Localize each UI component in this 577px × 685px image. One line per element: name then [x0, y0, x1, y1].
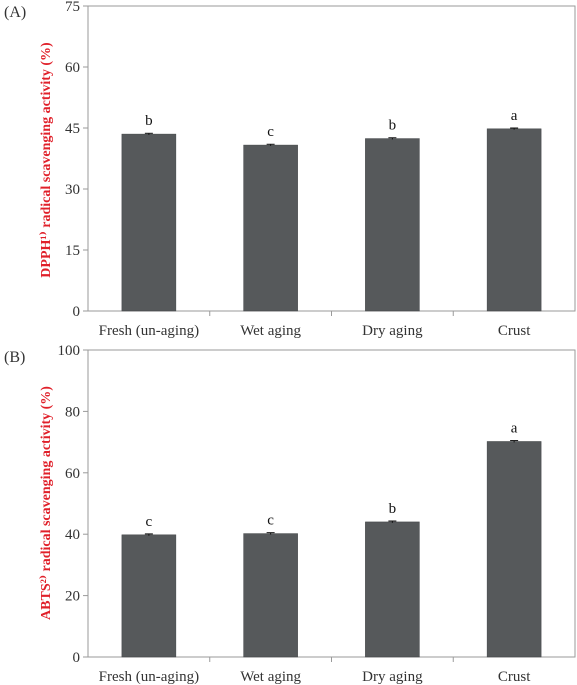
significance-label-b-1: c: [146, 514, 153, 530]
significance-label-b-3: b: [389, 501, 397, 517]
chart-panel-a: (A) DPPH¹⁾ radical scavenging activity (…: [4, 0, 576, 339]
y-tick-label-b: 20: [65, 589, 80, 605]
y-axis-label-a: DPPH¹⁾ radical scavenging activity (%): [39, 42, 54, 278]
y-axis-label-b: ABTS²⁾ radical scavenging activity (%): [39, 386, 54, 620]
y-tick-label-a: 45: [65, 121, 80, 137]
y-tick-label-b: 40: [65, 527, 80, 543]
category-label-a-2: Wet aging: [240, 323, 301, 339]
category-label-b-4: Crust: [498, 669, 531, 685]
y-tick-label-b: 60: [65, 466, 80, 482]
bar-b-1: [121, 534, 177, 658]
significance-label-a-3: b: [389, 118, 397, 134]
chart-panel-b: (B) ABTS²⁾ radical scavenging activity (…: [4, 343, 576, 685]
y-tick-label-b: 100: [58, 343, 81, 359]
significance-label-a-4: a: [511, 108, 518, 124]
bar-a-3: [365, 138, 420, 312]
y-tick-label-b: 0: [73, 650, 81, 666]
category-label-b-3: Dry aging: [362, 669, 423, 685]
bar-b-2: [243, 533, 298, 658]
bar-a-1: [121, 133, 177, 312]
category-label-a-4: Crust: [498, 323, 531, 339]
category-label-b-1: Fresh (un-aging): [99, 669, 199, 685]
y-tick-label-a: 0: [73, 304, 81, 320]
significance-label-b-4: a: [511, 420, 518, 436]
panel-label-a: (A): [4, 4, 26, 21]
significance-label-b-2: c: [267, 513, 274, 529]
y-tick-label-a: 15: [65, 243, 80, 259]
y-tick-label-a: 75: [65, 0, 80, 15]
panel-label-b: (B): [4, 349, 25, 366]
bar-a-4: [486, 128, 542, 312]
bar-b-3: [365, 521, 420, 658]
category-label-a-3: Dry aging: [362, 323, 423, 339]
bar-a-2: [243, 144, 298, 312]
bar-b-4: [486, 441, 542, 658]
category-label-b-2: Wet aging: [240, 669, 301, 685]
y-tick-label-a: 60: [65, 60, 80, 76]
y-tick-label-b: 80: [65, 404, 80, 420]
significance-label-a-2: c: [267, 124, 274, 140]
y-tick-label-a: 30: [65, 182, 80, 198]
significance-label-a-1: b: [145, 113, 153, 129]
category-label-a-1: Fresh (un-aging): [99, 323, 199, 339]
